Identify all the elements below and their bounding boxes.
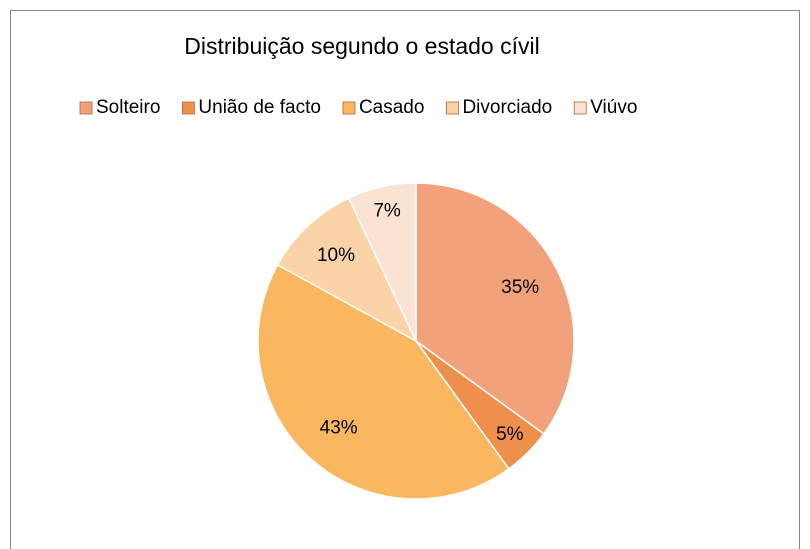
legend-label: Solteiro bbox=[96, 97, 160, 118]
legend-swatch bbox=[446, 101, 459, 115]
data-label: 35% bbox=[501, 277, 539, 298]
data-label: 43% bbox=[320, 418, 358, 439]
data-label: 10% bbox=[317, 245, 355, 266]
legend-label: Viúvo bbox=[590, 97, 637, 118]
legend-label: Casado bbox=[359, 97, 425, 118]
legend-swatch bbox=[79, 101, 93, 115]
legend-label: União de facto bbox=[198, 97, 321, 118]
pie-slice bbox=[415, 182, 575, 435]
chart-title: Distribuição segundo o estado cívil bbox=[184, 33, 539, 59]
legend-swatch bbox=[573, 101, 587, 115]
pie-slice bbox=[276, 197, 418, 343]
data-label: 5% bbox=[496, 424, 524, 445]
legend-label: Divorciado bbox=[462, 97, 552, 118]
legend-swatch bbox=[182, 101, 195, 115]
data-label: 7% bbox=[373, 200, 401, 221]
legend-swatch bbox=[342, 101, 356, 115]
pie-slice bbox=[257, 263, 510, 500]
pie-slice bbox=[347, 182, 417, 342]
